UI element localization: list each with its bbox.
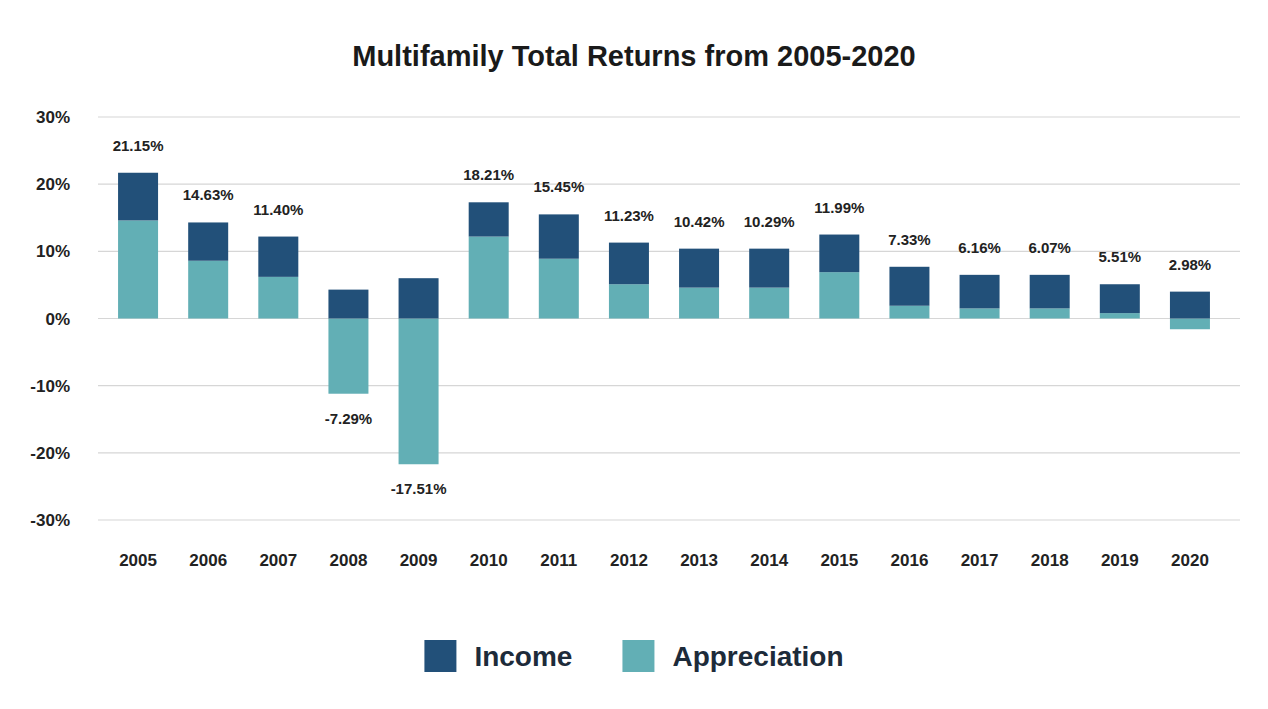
x-tick-label: 2019 <box>1101 551 1139 570</box>
data-label: 14.63% <box>183 186 234 203</box>
bar-segment <box>258 237 298 277</box>
legend: Income Appreciation <box>424 640 843 672</box>
x-tick-label: 2015 <box>820 551 858 570</box>
legend-label: Appreciation <box>672 641 843 672</box>
bars <box>118 173 1210 465</box>
bar-segment <box>679 288 719 319</box>
bar-segment <box>819 272 859 318</box>
data-label: 11.23% <box>604 207 654 224</box>
bar-segment <box>1030 275 1070 309</box>
bar-segment <box>188 222 228 260</box>
x-tick-label: 2010 <box>470 551 508 570</box>
bar-segment <box>539 259 579 319</box>
bar-segment <box>1030 308 1070 318</box>
bar-segment <box>328 319 368 394</box>
bar-segment <box>749 249 789 288</box>
x-tick-label: 2014 <box>750 551 788 570</box>
bar-segment <box>1170 319 1210 330</box>
y-tick-label: -30% <box>30 511 70 530</box>
legend-swatch <box>424 640 456 672</box>
bar-segment <box>188 261 228 319</box>
x-tick-label: 2016 <box>891 551 929 570</box>
bar-segment <box>960 308 1000 318</box>
x-tick-label: 2009 <box>400 551 438 570</box>
bar-segment <box>889 306 929 319</box>
y-tick-label: -20% <box>30 444 70 463</box>
data-label: 7.33% <box>888 231 931 248</box>
bar-segment <box>1170 292 1210 319</box>
data-label: 11.99% <box>814 199 864 216</box>
x-tick-label: 2012 <box>610 551 648 570</box>
legend-swatch <box>622 640 654 672</box>
data-label: 18.21% <box>463 166 514 183</box>
x-tick-label: 2013 <box>680 551 718 570</box>
bar-segment <box>399 278 439 318</box>
data-label: 21.15% <box>113 137 164 154</box>
x-tick-label: 2008 <box>330 551 368 570</box>
data-label: -17.51% <box>391 480 447 497</box>
bar-segment <box>469 237 509 319</box>
bar-segment <box>328 290 368 319</box>
x-tick-label: 2005 <box>119 551 157 570</box>
grid-line <box>98 452 1240 453</box>
bar-segment <box>889 267 929 306</box>
bar-segment <box>749 288 789 319</box>
y-tick-label: -10% <box>30 377 70 396</box>
y-tick-label: 30% <box>36 108 70 127</box>
y-tick-label: 20% <box>36 175 70 194</box>
bar-segment <box>1100 313 1140 318</box>
grid-line <box>98 184 1240 185</box>
grid-line <box>98 385 1240 386</box>
x-tick-label: 2020 <box>1171 551 1209 570</box>
bar-segment <box>469 202 509 236</box>
data-label: 11.40% <box>253 201 303 218</box>
x-tick-label: 2011 <box>540 551 577 570</box>
x-tick-label: 2006 <box>189 551 227 570</box>
bar-segment <box>819 235 859 273</box>
grid-line <box>98 519 1240 520</box>
y-tick-label: 0% <box>45 310 70 329</box>
bar-segment <box>399 319 439 465</box>
data-label: 15.45% <box>533 178 584 195</box>
bar-segment <box>118 173 158 221</box>
legend-label: Income <box>474 641 572 672</box>
data-label: 5.51% <box>1099 248 1142 265</box>
y-tick-label: 10% <box>36 242 70 261</box>
bar-segment <box>539 214 579 258</box>
data-label: -7.29% <box>325 410 373 427</box>
bar-segment <box>609 284 649 318</box>
grid-line <box>98 116 1240 117</box>
data-label: 2.98% <box>1169 256 1212 273</box>
data-label: 10.42% <box>674 213 725 230</box>
data-label: 10.29% <box>744 213 795 230</box>
bar-segment <box>1100 284 1140 313</box>
bar-segment <box>960 275 1000 309</box>
x-tick-label: 2017 <box>961 551 999 570</box>
data-label: 6.16% <box>958 239 1001 256</box>
data-label: 6.07% <box>1028 239 1071 256</box>
x-tick-label: 2018 <box>1031 551 1069 570</box>
x-tick-label: 2007 <box>259 551 297 570</box>
bar-segment <box>118 220 158 318</box>
bar-segment <box>609 243 649 285</box>
title: Multifamily Total Returns from 2005-2020 <box>352 40 916 72</box>
bar-segment <box>679 249 719 288</box>
bar-segment <box>258 277 298 319</box>
chart: Multifamily Total Returns from 2005-2020… <box>0 0 1268 709</box>
